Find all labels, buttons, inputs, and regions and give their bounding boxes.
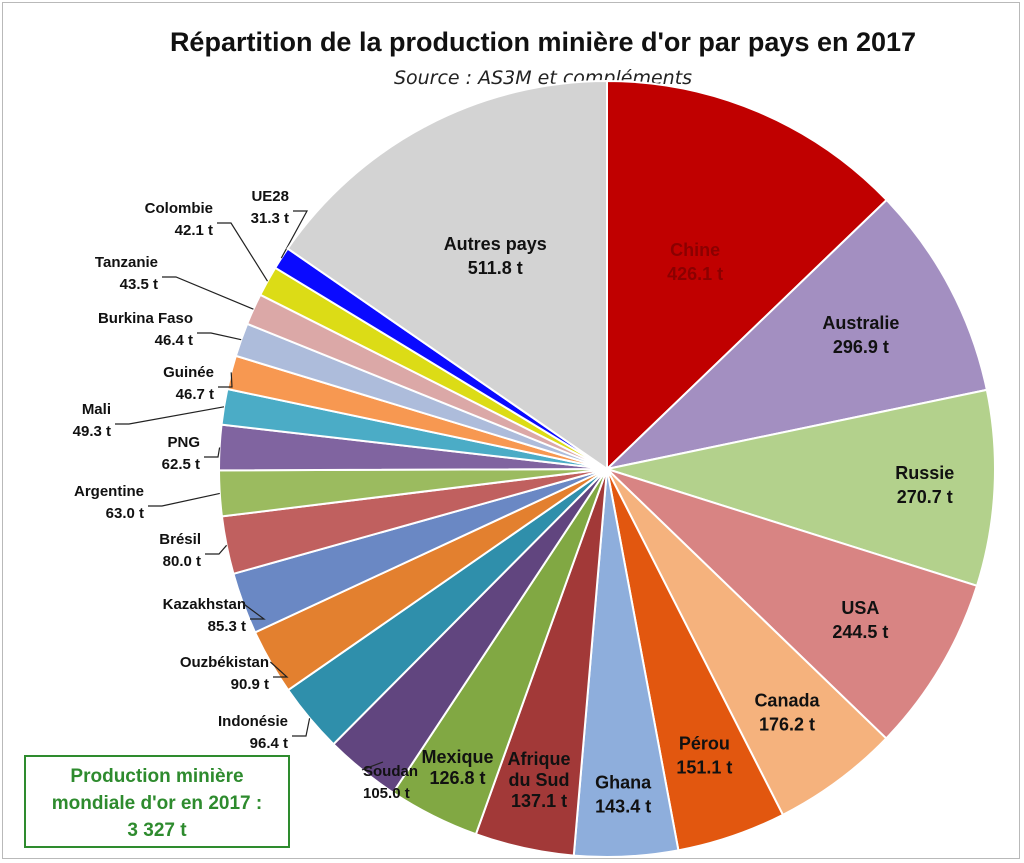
total-box-line-1: Production minière bbox=[70, 766, 244, 787]
slice-label-indonesie: Indonésie 96.4 t bbox=[218, 713, 288, 752]
slice-autres-pays bbox=[286, 79, 608, 471]
slice-label-mali: Mali 49.3 t bbox=[73, 401, 111, 440]
slice-label-bresil: Brésil 80.0 t bbox=[159, 531, 201, 570]
leader-line-burkina-faso bbox=[197, 332, 242, 341]
leader-line-png bbox=[204, 447, 221, 458]
slice-russie bbox=[603, 388, 996, 588]
slice-label-colombie: Colombie 42.1 t bbox=[145, 200, 213, 239]
slice-label-argentine: Argentine 63.0 t bbox=[74, 483, 144, 522]
leader-line-ouzbekistan bbox=[269, 661, 289, 678]
slice-label-autres-pays: Autres pays 511.8 t bbox=[444, 234, 547, 278]
leader-line-indonesie bbox=[292, 718, 311, 737]
slice-label-guinee: Guinée 46.7 t bbox=[163, 364, 214, 403]
slice-label-kazakhstan: Kazakhstan 85.3 t bbox=[163, 596, 246, 635]
total-box-line-2: mondiale d'or en 2017 : bbox=[51, 793, 263, 814]
slice-label-mexique: Mexique 126.8 t bbox=[422, 747, 494, 788]
slice-label-png: PNG 62.5 t bbox=[162, 434, 200, 473]
leader-line-kazakhstan bbox=[242, 603, 266, 620]
slice-chine bbox=[606, 79, 889, 472]
leader-line-soudan bbox=[361, 761, 384, 771]
slice-label-russie: Russie 270.7 t bbox=[895, 463, 954, 507]
slice-label-canada: Canada 176.2 t bbox=[754, 690, 820, 734]
slice-label-perou: Pérou 151.1 t bbox=[676, 734, 732, 778]
slice-label-tanzanie: Tanzanie 43.5 t bbox=[95, 254, 158, 293]
slice-label-soudan: Soudan 105.0 t bbox=[363, 763, 418, 802]
leader-line-ue28 bbox=[280, 210, 309, 259]
slice-label-usa: USA 244.5 t bbox=[832, 598, 888, 642]
leader-line-argentine bbox=[148, 492, 220, 507]
slice-label-afrique-du-sud: Afrique du Sud 137.1 t bbox=[508, 749, 571, 811]
slice-label-ue28: UE28 31.3 t bbox=[251, 188, 289, 227]
slice-label-australie: Australie 296.9 t bbox=[822, 313, 899, 357]
leader-line-mali bbox=[115, 406, 225, 425]
leader-line-tanzanie bbox=[162, 276, 254, 310]
chart-title: Répartition de la production minière d'o… bbox=[169, 27, 917, 57]
total-production-box: Production minière mondiale d'or en 2017… bbox=[24, 755, 290, 848]
slice-label-ghana: Ghana 143.4 t bbox=[595, 773, 652, 817]
slice-label-burkina-faso: Burkina Faso 46.4 t bbox=[98, 310, 193, 349]
leader-line-bresil bbox=[205, 544, 228, 555]
leader-line-guinee bbox=[218, 372, 233, 388]
slice-label-ouzbekistan: Ouzbékistan 90.9 t bbox=[180, 654, 269, 693]
leader-line-colombie bbox=[217, 222, 269, 282]
slice-label-chine: Chine 426.1 t bbox=[667, 240, 723, 284]
slice-usa bbox=[606, 468, 979, 740]
pie-chart: Chine 426.1 t Australie 296.9 t Russie 270.7 … bbox=[73, 79, 996, 858]
slice-australie bbox=[603, 198, 989, 471]
total-box-line-3: 3 327 t bbox=[127, 820, 187, 841]
